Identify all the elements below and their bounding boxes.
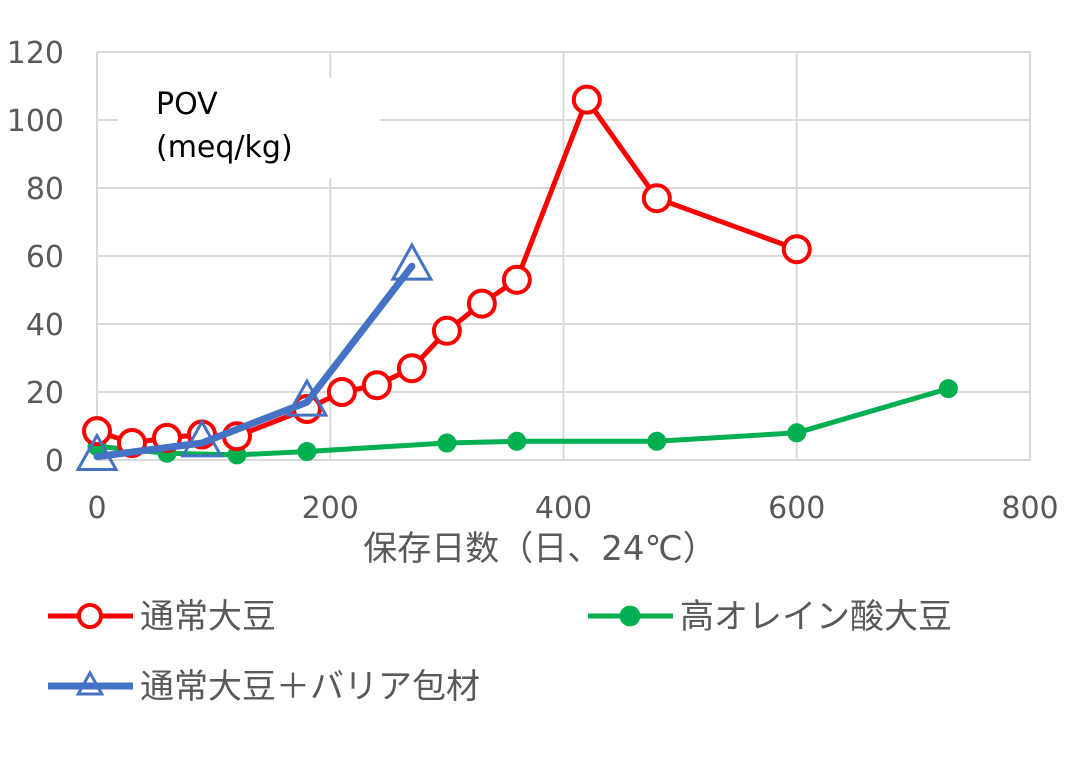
series-1-point [297, 442, 317, 461]
series-0-point [361, 370, 392, 401]
y-tick-label: 120 [7, 36, 64, 71]
series-0-point [781, 234, 812, 265]
x-tick-label: 400 [535, 491, 592, 526]
x-tick-label: 800 [1001, 491, 1058, 526]
series-group [75, 84, 958, 472]
series-0-point [326, 377, 357, 407]
series-1-point [437, 433, 457, 453]
annotation-background [118, 78, 380, 178]
series-0-point [431, 315, 462, 346]
y-tick-label: 40 [26, 308, 64, 343]
legend-item-1: 高オレイン酸大豆 [588, 597, 952, 637]
y-tick-label: 100 [7, 104, 64, 139]
x-axis-title: 保存日数（日、24℃） [363, 529, 716, 569]
series-0-point [641, 183, 672, 214]
legend-item-0: 通常大豆 [48, 597, 276, 637]
series-2-point [390, 242, 434, 281]
series-1-point [507, 431, 527, 451]
series-1-point [938, 379, 958, 399]
annotation-line-1: POV [156, 87, 218, 122]
series-2-point [75, 432, 119, 472]
legend-label: 通常大豆＋バリア包材 [140, 667, 480, 707]
legend-label: 通常大豆 [140, 597, 276, 637]
y-tick-label: 60 [26, 240, 64, 275]
series-1-point [647, 431, 667, 451]
legend-marker [75, 669, 105, 696]
unit-annotation: POV (meq/kg) [118, 78, 380, 178]
series-0-point [82, 416, 112, 447]
series-2-point [285, 378, 329, 417]
x-tick-label: 600 [768, 491, 825, 526]
legend-item-2: 通常大豆＋バリア包材 [48, 667, 480, 707]
x-tick-labels: 0 200 400 600 800 [87, 491, 1058, 526]
series-1-point [787, 423, 807, 443]
annotation-line-2: (meq/kg) [156, 130, 293, 165]
series-2-point [180, 418, 224, 458]
x-tick-label: 200 [302, 491, 359, 526]
y-tick-label: 0 [45, 444, 64, 479]
y-tick-label: 80 [26, 172, 64, 207]
series-0-point [501, 264, 532, 295]
series-0-point [571, 84, 602, 115]
series-2 [75, 242, 434, 472]
x-tick-label: 0 [87, 491, 106, 526]
series-line-2 [93, 262, 416, 461]
legend-label: 高オレイン酸大豆 [680, 597, 952, 637]
series-0-point [466, 288, 497, 319]
legend-marker [76, 602, 104, 630]
y-tick-label: 20 [26, 376, 64, 411]
legend-marker [619, 605, 641, 627]
series-0-point [396, 353, 427, 384]
y-tick-labels: 0 20 40 60 80 100 120 [7, 36, 64, 479]
